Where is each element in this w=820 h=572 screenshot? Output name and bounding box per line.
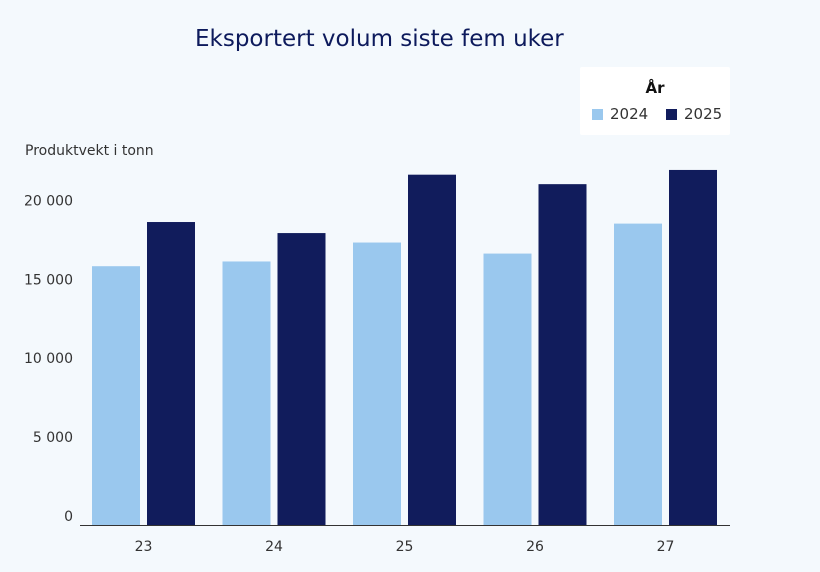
legend-title: År bbox=[645, 79, 665, 97]
legend-item-2025[interactable]: 2025 bbox=[666, 105, 722, 123]
legend-swatch-2024 bbox=[592, 108, 603, 120]
x-tick-label: 25 bbox=[396, 539, 414, 555]
legend-swatch-2025 bbox=[666, 108, 677, 120]
legend-label-2025: 2025 bbox=[684, 105, 723, 123]
y-tick-label: 10 000 bbox=[24, 351, 73, 367]
y-tick-label: 5 000 bbox=[33, 430, 73, 446]
chart-title: Eksportert volum siste fem uker bbox=[195, 26, 564, 52]
bar-2024-week-25 bbox=[353, 242, 401, 525]
x-tick-label: 26 bbox=[526, 539, 544, 555]
x-tick-label: 24 bbox=[265, 539, 283, 555]
bar-2024-week-26 bbox=[483, 253, 532, 526]
bar-2024-week-24 bbox=[222, 261, 271, 525]
bar-2025-week-26 bbox=[538, 184, 587, 526]
y-tick-label: 0 bbox=[64, 509, 73, 525]
y-tick-label: 15 000 bbox=[24, 272, 73, 288]
legend: År 2024 2025 bbox=[580, 67, 730, 135]
bar-2025-week-25 bbox=[408, 174, 456, 525]
y-tick-label: 20 000 bbox=[24, 193, 73, 209]
bar-2025-week-27 bbox=[669, 169, 717, 525]
bar-2025-week-24 bbox=[277, 233, 326, 525]
x-tick-label: 23 bbox=[135, 539, 153, 555]
legend-item-2024[interactable]: 2024 bbox=[592, 105, 648, 123]
x-tick-label: 27 bbox=[657, 539, 675, 555]
bar-2024-week-23 bbox=[92, 266, 140, 525]
legend-label-2024: 2024 bbox=[610, 105, 649, 123]
y-axis-label: Produktvekt i tonn bbox=[25, 143, 154, 159]
bar-2025-week-23 bbox=[147, 222, 195, 526]
bar-2024-week-27 bbox=[614, 223, 662, 526]
